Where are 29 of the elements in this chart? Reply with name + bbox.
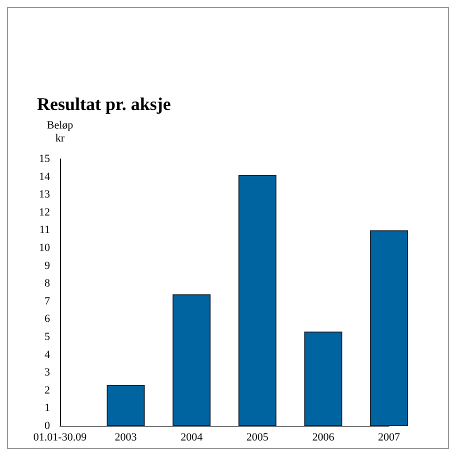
x-tick-label: 2004 bbox=[180, 432, 204, 444]
y-tick-label: 1 bbox=[44, 402, 50, 414]
y-tick-label: 6 bbox=[44, 313, 50, 326]
y-tick-label: 9 bbox=[44, 260, 50, 272]
x-tick-label: 2007 bbox=[378, 432, 400, 444]
x-tick-label: 2006 bbox=[312, 432, 335, 444]
bar bbox=[370, 230, 408, 426]
y-tick-label: 11 bbox=[39, 224, 50, 236]
bar bbox=[238, 175, 276, 426]
y-tick-label: 13 bbox=[39, 188, 50, 201]
chart-title: Resultat pr. aksje bbox=[37, 94, 171, 114]
y-tick-label: 10 bbox=[39, 242, 50, 254]
x-tick-label: 01.01-30.09 bbox=[33, 432, 88, 444]
y-tick-label: 4 bbox=[44, 348, 50, 361]
x-tick-label: 2003 bbox=[114, 432, 138, 444]
bar bbox=[304, 332, 342, 426]
bar bbox=[172, 294, 211, 426]
y-tick-label: 12 bbox=[39, 206, 50, 218]
x-tick-label: 2005 bbox=[246, 432, 269, 444]
y-tick-label: 0 bbox=[44, 420, 50, 432]
y-tick-label: 8 bbox=[44, 278, 50, 290]
bar bbox=[106, 385, 145, 426]
y-tick-label: 5 bbox=[44, 331, 50, 343]
y-axis-title: Beløp kr bbox=[46, 120, 74, 144]
y-tick-label: 2 bbox=[44, 384, 50, 396]
y-tick-label: 7 bbox=[44, 295, 50, 308]
y-tick-label: 14 bbox=[39, 170, 50, 183]
y-tick-label: 15 bbox=[39, 153, 50, 165]
y-tick-label: 3 bbox=[44, 366, 50, 379]
